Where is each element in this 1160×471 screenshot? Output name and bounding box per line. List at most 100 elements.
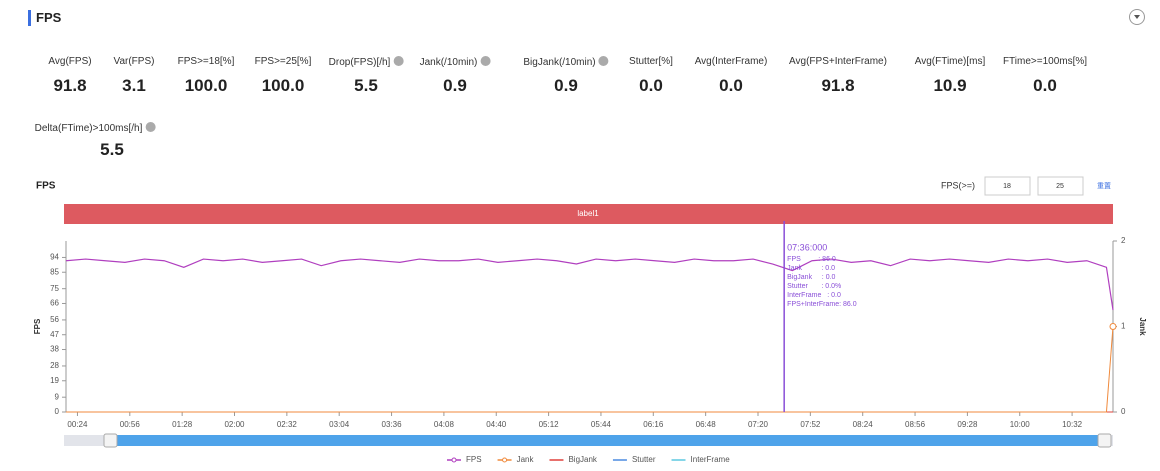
stat-label: FPS>=18[%] (178, 56, 235, 67)
stat-value: 5.5 (354, 76, 378, 95)
stat-label-text: Avg(FPS) (48, 56, 92, 67)
legend-label: Stutter (632, 455, 656, 464)
y-tick-label: 56 (50, 315, 59, 324)
stat-label-text: Delta(FTime)>100ms[/h] (34, 123, 143, 134)
slider-handle[interactable] (1097, 433, 1112, 448)
tooltip-time: 07:36:000 (787, 242, 827, 252)
tooltip-line: InterFrame : 0.0 (787, 292, 841, 299)
stat-label-text: Drop(FPS)[/h] (328, 57, 391, 68)
x-tick-label: 07:52 (800, 420, 821, 429)
tooltip-line: Jank : 0.0 (787, 265, 835, 272)
stat-value: 10.9 (933, 76, 967, 95)
tooltip-line: Stutter : 0.0% (787, 283, 841, 290)
x-tick-label: 00:24 (67, 420, 88, 429)
stat-value: 100.0 (261, 76, 305, 95)
x-tick-label: 08:56 (905, 420, 926, 429)
help-icon[interactable] (598, 56, 609, 66)
stat-label: Jank(/10min) (420, 56, 491, 68)
x-tick-label: 10:00 (1010, 420, 1031, 429)
slider-handle[interactable] (103, 433, 118, 448)
y-tick-label: 9 (55, 392, 60, 401)
x-tick-label: 01:28 (172, 420, 193, 429)
legend-marker (502, 457, 508, 463)
title-bar (28, 10, 31, 26)
y-tick-label: 75 (50, 284, 59, 293)
stat-label: BigJank(/10min) (523, 56, 609, 68)
series-line (66, 326, 1114, 413)
stat-label: Delta(FTime)>100ms[/h] (35, 122, 156, 134)
x-tick-label: 03:04 (329, 420, 350, 429)
stat-label-text: Avg(FTime)[ms] (914, 56, 986, 67)
threshold-input[interactable] (1037, 176, 1084, 196)
y-tick-label: 28 (50, 361, 59, 370)
stat-label: Avg(FTime)[ms] (915, 56, 986, 67)
stat-label-text: Stutter[%] (629, 56, 673, 67)
legend-label: InterFrame (691, 455, 731, 464)
stat-label-text: FPS>=18[%] (177, 56, 235, 67)
x-tick-label: 08:24 (853, 420, 874, 429)
stat-label: FTime>=100ms[%] (1003, 56, 1087, 67)
y-tick-label: 94 (50, 253, 59, 262)
legend-label: BigJank (568, 455, 597, 464)
stat-label-text: Avg(FPS+InterFrame) (789, 56, 887, 67)
y-axis-label: FPS (33, 318, 42, 334)
stat-value: 0.9 (443, 76, 467, 95)
x-tick-label: 03:36 (382, 420, 403, 429)
stat-value: 91.8 (53, 76, 87, 95)
stat-label: Stutter[%] (629, 56, 673, 67)
y2-axis-label: Jank (1138, 317, 1147, 336)
help-icon[interactable] (393, 56, 404, 66)
x-tick-label: 00:56 (120, 420, 141, 429)
legend-marker (451, 457, 457, 463)
y-tick-label: 47 (50, 330, 59, 339)
page-title: FPS (36, 10, 62, 25)
stat-value: 100.0 (184, 76, 228, 95)
threshold-value: 25 (1056, 183, 1064, 190)
stat-value: 0.0 (719, 76, 743, 95)
x-tick-label: 07:20 (748, 420, 769, 429)
x-tick-label: 09:28 (957, 420, 978, 429)
y-tick-label: 66 (50, 299, 59, 308)
threshold-input[interactable] (984, 176, 1031, 196)
stat-value: 3.1 (122, 76, 146, 95)
stat-value: 0.0 (639, 76, 663, 95)
stat-label: Var(FPS) (114, 56, 155, 67)
x-tick-label: 04:08 (434, 420, 455, 429)
reset-button[interactable]: 重置 (1097, 182, 1111, 190)
stat-label-text: Var(FPS) (113, 56, 155, 67)
x-tick-label: 10:32 (1062, 420, 1083, 429)
help-icon[interactable] (480, 56, 491, 66)
stat-label: Avg(FPS+InterFrame) (789, 56, 887, 67)
x-tick-label: 05:12 (539, 420, 560, 429)
label-band (64, 204, 1113, 224)
stat-label-text: Avg(InterFrame) (694, 56, 768, 67)
chart-title: FPS (36, 181, 56, 192)
tooltip-line: FPS+InterFrame: 86.0 (787, 301, 857, 308)
y-tick-label: 85 (50, 267, 59, 276)
stat-label-text: Jank(/10min) (419, 57, 478, 68)
y-tick-label: 0 (55, 407, 60, 416)
legend-label: FPS (466, 455, 482, 464)
x-tick-label: 05:44 (591, 420, 612, 429)
help-icon[interactable] (145, 122, 156, 132)
collapse-button[interactable] (1129, 9, 1145, 25)
legend-label: Jank (517, 455, 535, 464)
y2-tick-label: 0 (1121, 407, 1126, 416)
y-tick-label: 38 (50, 345, 59, 354)
x-tick-label: 06:16 (643, 420, 664, 429)
stat-value: 5.5 (100, 140, 124, 159)
slider-range (111, 435, 1105, 446)
y-tick-label: 19 (50, 376, 59, 385)
x-tick-label: 04:40 (486, 420, 507, 429)
tooltip-line: BigJank : 0.0 (787, 274, 835, 281)
series-point (1109, 323, 1117, 330)
tooltip-line: FPS : 86.0 (787, 256, 836, 263)
y2-tick-label: 2 (1121, 236, 1126, 245)
x-tick-label: 06:48 (696, 420, 717, 429)
stat-value: 0.0 (1033, 76, 1057, 95)
stat-label: Avg(FPS) (48, 56, 91, 67)
series-line (65, 258, 1114, 311)
stat-label-text: FPS>=25[%] (254, 56, 312, 67)
